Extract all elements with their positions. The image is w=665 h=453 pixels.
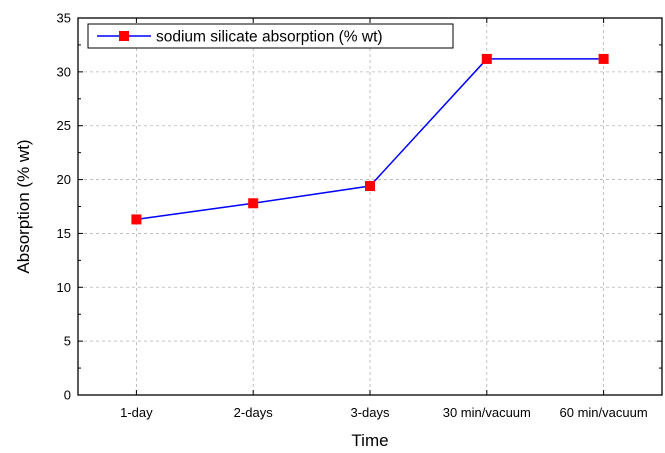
legend-label: sodium silicate absorption (% wt)	[156, 29, 383, 46]
data-point	[248, 198, 259, 209]
x-axis-title: Time	[351, 431, 388, 450]
data-point	[598, 53, 609, 64]
y-tick-label: 25	[57, 118, 71, 133]
x-tick-label: 30 min/vacuum	[443, 405, 531, 420]
x-tick-label: 2-days	[234, 405, 274, 420]
data-point	[481, 53, 492, 64]
x-axis: 1-day 2-days 3-days 30 min/vacuum 60 min/vac…	[120, 18, 648, 420]
data-point	[131, 214, 142, 225]
x-tick-label: 60 min/vacuum	[560, 405, 648, 420]
y-tick-label: 20	[57, 172, 71, 187]
y-tick-label: 35	[57, 11, 71, 26]
series-layer	[131, 53, 609, 225]
y-tick-label: 0	[64, 388, 71, 403]
x-tick-label: 1-day	[120, 405, 153, 420]
x-tick-label: 3-days	[350, 405, 390, 420]
legend-marker-swatch	[119, 31, 129, 41]
y-tick-label: 5	[64, 334, 71, 349]
y-tick-label: 15	[57, 226, 71, 241]
legend: sodium silicate absorption (% wt)	[87, 23, 454, 49]
y-tick-label: 10	[57, 280, 71, 295]
data-point	[365, 181, 375, 192]
y-axis-title: Absorption (% wt)	[14, 139, 33, 273]
y-tick-label: 30	[57, 64, 71, 79]
y-axis: 0 5 10 15 20 25 30 35	[57, 11, 662, 403]
grid-lines	[78, 18, 662, 395]
